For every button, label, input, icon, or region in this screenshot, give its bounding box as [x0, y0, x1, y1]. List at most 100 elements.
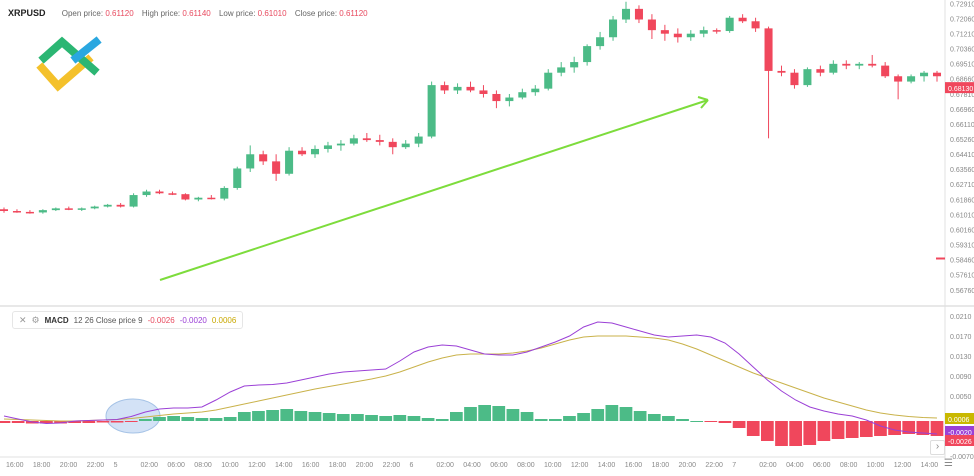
logo-part-green [38, 36, 100, 76]
candle-body [453, 86, 462, 91]
chevron-right-icon[interactable]: › [930, 440, 945, 455]
histogram-bar [365, 415, 378, 421]
candle-body [38, 210, 47, 213]
macd-tick-label: -0.0070 [950, 454, 974, 461]
candle-body [621, 8, 631, 20]
price-tick-label: 0.67810 [950, 92, 974, 99]
histogram-bar [930, 421, 944, 436]
histogram-bar [492, 406, 506, 421]
price-tick-label: 0.68660 [950, 77, 974, 84]
candle-body [414, 136, 423, 144]
price-tick-label: 0.65260 [950, 137, 974, 144]
symbol-label[interactable]: XRPUSD [8, 8, 46, 18]
candle-body [479, 90, 488, 94]
candle-body [168, 193, 177, 195]
histogram-bar [68, 421, 82, 423]
histogram-bar [534, 419, 548, 421]
histogram-bar [82, 421, 96, 423]
candle-body [259, 154, 268, 162]
ohlc-header: XRPUSD Open price: 0.61120 High price: 0… [8, 8, 368, 18]
price-tick-label: 0.66960 [950, 107, 974, 114]
macd-value-tag-text: -0.0020 [948, 430, 972, 437]
candle-body [220, 187, 229, 199]
histogram-bar [888, 421, 901, 435]
candle-body [583, 46, 592, 63]
histogram-bar [40, 421, 53, 424]
candle-body [64, 208, 73, 210]
histogram-bar [761, 421, 774, 441]
time-tick-label: 06:00 [813, 462, 831, 469]
histogram-bar [789, 421, 802, 446]
candle-body [142, 191, 151, 196]
histogram-bar [266, 410, 279, 421]
candle-body [129, 195, 138, 207]
candle-body [155, 191, 164, 194]
time-tick-label: 20:00 [679, 462, 697, 469]
time-tick-label: 16:00 [625, 462, 643, 469]
close-icon[interactable]: ✕ [19, 314, 27, 325]
macd-line [3, 321, 938, 435]
price-tick-label: 0.63560 [950, 167, 974, 174]
histogram-bar [280, 409, 294, 421]
candle-body [920, 72, 929, 77]
candle-body [751, 21, 760, 29]
histogram-bar [167, 416, 180, 421]
candle-body [855, 63, 864, 66]
candle-body [686, 33, 695, 38]
histogram-bar [393, 415, 407, 421]
candle-body [440, 85, 449, 91]
candle-body [829, 63, 838, 73]
candle-body [932, 72, 942, 77]
histogram-bar [464, 407, 477, 421]
time-tick-label: 6 [410, 462, 414, 469]
histogram-bar [322, 413, 336, 421]
macd-value-tag [945, 426, 974, 437]
macd-value-tag-text: 0.0006 [948, 417, 970, 424]
histogram-bar [577, 413, 590, 421]
histogram-bar [252, 411, 265, 421]
candle-body [272, 161, 281, 174]
time-tick-label: 04:00 [463, 462, 481, 469]
histogram-bar [633, 411, 647, 421]
macd-legend[interactable]: ✕ ⚙ MACD 12 26 Close price 9 -0.0026 -0.… [12, 311, 244, 329]
menu-icon[interactable]: ☰ [944, 458, 953, 469]
macd-tick-label: 0.0050 [950, 394, 972, 401]
histogram-bar [916, 421, 930, 435]
time-tick-label: 18:00 [33, 462, 51, 469]
time-tick-label: 22:00 [705, 462, 723, 469]
candle-body [103, 204, 112, 207]
candle-body [90, 206, 99, 209]
time-tick-label: 22:00 [383, 462, 401, 469]
time-tick-label: 14:00 [921, 462, 939, 469]
histogram-bar [209, 418, 223, 421]
histogram-bar [139, 419, 152, 421]
histogram-bar [153, 417, 166, 421]
candle-body [388, 141, 397, 148]
macd-tick-label: 0.0210 [950, 314, 972, 321]
macd-value-tag [945, 435, 974, 446]
indicator-params: 12 26 Close price 9 [73, 315, 143, 325]
candle-body [881, 65, 890, 77]
candle-body [0, 209, 9, 212]
macd-tick-label: 0.0170 [950, 334, 972, 341]
price-tick-label: 0.61010 [950, 212, 974, 219]
candle-body [492, 93, 501, 102]
candle-body [907, 76, 916, 82]
candle-body [803, 69, 812, 86]
histogram-bar [520, 412, 534, 421]
time-tick-label: 02:00 [436, 462, 454, 469]
macd-value: -0.0026 [147, 315, 175, 325]
time-tick-label: 7 [732, 462, 736, 469]
candle-body [285, 150, 294, 174]
price-tick-label: 0.72060 [950, 16, 974, 23]
candle-body [310, 148, 320, 155]
gear-icon[interactable]: ⚙ [31, 314, 40, 325]
candle-body [842, 63, 851, 66]
histogram-bar [0, 421, 11, 423]
candle-body [298, 150, 307, 155]
histogram-bar [859, 421, 873, 437]
candle-body [647, 19, 656, 31]
candle-body [518, 92, 527, 98]
histogram-bar [591, 409, 605, 421]
